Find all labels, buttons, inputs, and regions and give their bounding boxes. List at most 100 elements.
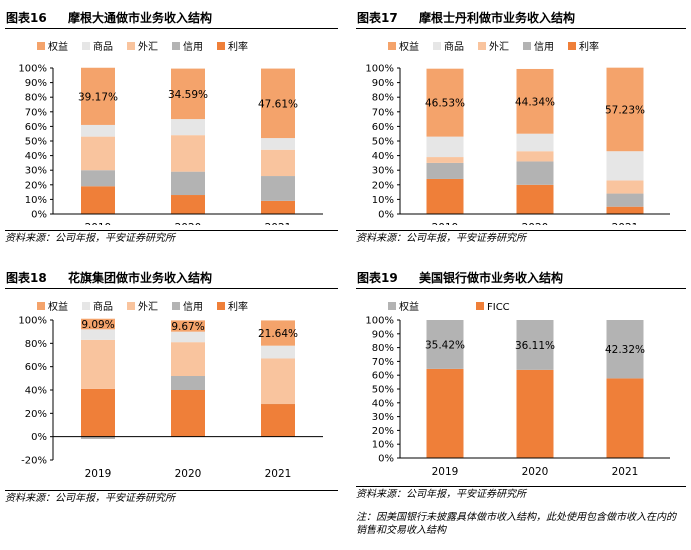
- legend-label-fx: 外汇: [489, 40, 509, 53]
- footnote: 注：因美国银行未披露具体做市收入结构，此处使用包含做市收入在内的销售和交易收入结…: [356, 512, 676, 536]
- legend-label-credit: 信用: [183, 41, 203, 53]
- data-label: 57.23%: [605, 104, 645, 116]
- legend-label-credit: 信用: [534, 41, 554, 53]
- bar-segment-commodities: [261, 138, 295, 150]
- y-tick-label: 80%: [25, 339, 47, 350]
- bar-segment-fx: [261, 149, 295, 177]
- bar-segment-rates: [81, 388, 115, 437]
- legend-label-equity_boa: 权益: [399, 300, 419, 313]
- figure-title: 摩根士丹利做市业务收入结构: [419, 11, 576, 25]
- x-tick-label: 2021: [265, 468, 292, 480]
- bar-segment-equity: [171, 68, 205, 120]
- figure-number: 图表18: [6, 271, 47, 285]
- bar-segment-credit: [426, 162, 464, 179]
- bar-segment-fx: [516, 151, 554, 162]
- panel-fig16: 图表16 摩根大通做市业务收入结构 权益 商品 外汇 信用 利率 0% 10% 20% 30% 40…: [5, 8, 340, 248]
- legend-swatch-rates: [568, 42, 576, 50]
- legend-swatch-commodities: [433, 42, 441, 50]
- bar-segment-fx: [81, 136, 115, 171]
- bar-segment-equity: [426, 68, 464, 137]
- chart-legend: 权益 商品 外汇 信用 利率: [37, 300, 248, 313]
- data-label: 9.67%: [171, 321, 204, 333]
- panel-header: 图表16 摩根大通做市业务收入结构: [5, 8, 338, 29]
- chart-fig19: 权益 FICC 0% 10% 20% 30% 40% 50% 60% 70% 80% 90% 100% 3…: [365, 300, 670, 478]
- y-tick-label: 30%: [372, 166, 394, 177]
- bar-segment-equity: [171, 320, 205, 332]
- y-tick-label: 60%: [372, 122, 394, 133]
- y-tick-label: 40%: [25, 151, 47, 162]
- y-tick-label: 20%: [25, 180, 47, 191]
- bar-segment-commodities: [426, 136, 464, 158]
- y-tick-label: 60%: [372, 371, 394, 382]
- legend-label-credit: 信用: [183, 301, 203, 313]
- legend-swatch-credit: [172, 302, 180, 310]
- legend-swatch-equity: [37, 302, 45, 310]
- bar-segment-credit: [261, 176, 295, 201]
- figure-title: 花旗集团做市业务收入结构: [68, 271, 213, 285]
- legend-swatch-rates: [217, 302, 225, 310]
- legend-swatch-fx: [478, 42, 486, 50]
- x-tick-label: 2019: [85, 222, 112, 225]
- bar-segment-commodities: [171, 119, 205, 136]
- legend-label-commodities: 商品: [93, 40, 113, 53]
- x-tick-label: 2021: [612, 466, 639, 478]
- source-note: 资料来源：公司年报，平安证券研究所: [356, 230, 686, 247]
- bar-segment-equity: [261, 68, 295, 139]
- bar-segment-commodities: [516, 133, 554, 152]
- bar-segment-equity: [516, 68, 554, 134]
- bar-segment-ficc: [426, 368, 464, 458]
- panel-fig17: 图表17 摩根士丹利做市业务收入结构 权益 商品 外汇 信用 利率 0% 10% 20% 30% 4…: [356, 8, 691, 248]
- x-tick-label: 2019: [432, 222, 459, 225]
- y-tick-label: 20%: [372, 180, 394, 191]
- bar-segment-equity: [81, 67, 115, 125]
- y-tick-label: 80%: [25, 93, 47, 104]
- bar-segment-fx: [171, 342, 205, 376]
- y-tick-label: 90%: [372, 329, 394, 340]
- bar-segment-rates: [261, 200, 295, 214]
- figure-number: 图表16: [6, 11, 47, 25]
- data-label: 42.32%: [605, 344, 645, 356]
- chart-legend: 权益 FICC: [388, 300, 510, 313]
- panel-header: 图表18 花旗集团做市业务收入结构: [5, 268, 338, 289]
- figure-number: 图表19: [357, 271, 398, 285]
- legend-swatch-equity: [37, 42, 45, 50]
- bar-segment-commodities: [606, 151, 644, 181]
- data-label: 21.64%: [258, 328, 298, 340]
- figure-number: 图表17: [357, 11, 398, 25]
- bar-segment-equity: [606, 67, 644, 152]
- legend-swatch-commodities: [82, 42, 90, 50]
- bar-segment-credit: [606, 193, 644, 207]
- y-tick-label: 0%: [378, 210, 394, 221]
- legend-swatch-equity: [388, 42, 396, 50]
- x-tick-label: 2021: [612, 222, 639, 225]
- data-label: 36.11%: [515, 340, 555, 352]
- legend-label-ficc: FICC: [487, 302, 510, 313]
- bar-segment-rates: [606, 206, 644, 214]
- bar-segment-credit: [171, 376, 205, 390]
- legend-label-rates: 利率: [228, 40, 248, 53]
- chart-fig17: 权益 商品 外汇 信用 利率 0% 10% 20% 30% 40% 50% 60% 70% 80% 90% 1…: [365, 40, 670, 225]
- bar-segment-commodities: [261, 345, 295, 359]
- legend-label-fx: 外汇: [138, 40, 158, 53]
- y-tick-label: 50%: [372, 385, 394, 396]
- source-note: 资料来源：公司年报，平安证券研究所: [5, 490, 338, 507]
- legend-swatch-rates: [217, 42, 225, 50]
- y-tick-label: 90%: [372, 78, 394, 89]
- y-tick-label: -20%: [21, 456, 47, 467]
- y-tick-label: 40%: [25, 386, 47, 397]
- y-tick-label: 40%: [372, 398, 394, 409]
- data-label: 44.34%: [515, 96, 555, 108]
- y-tick-label: 30%: [25, 166, 47, 177]
- bar-segment-fx: [171, 135, 205, 172]
- y-tick-label: 10%: [372, 195, 394, 206]
- panel-fig19: 图表19 美国银行做市业务收入结构 权益 FICC 0% 10% 20% 30% 40% 50%…: [356, 268, 691, 550]
- y-tick-label: 100%: [18, 316, 47, 327]
- legend-swatch-fx: [127, 302, 135, 310]
- bar-segment-commodities: [81, 329, 115, 340]
- y-tick-label: 30%: [372, 412, 394, 423]
- bar-segment-rates: [171, 390, 205, 437]
- data-label: 9.09%: [81, 319, 114, 331]
- data-label: 39.17%: [78, 91, 118, 103]
- y-tick-label: 100%: [365, 316, 394, 327]
- bar-segment-equity: [261, 320, 295, 346]
